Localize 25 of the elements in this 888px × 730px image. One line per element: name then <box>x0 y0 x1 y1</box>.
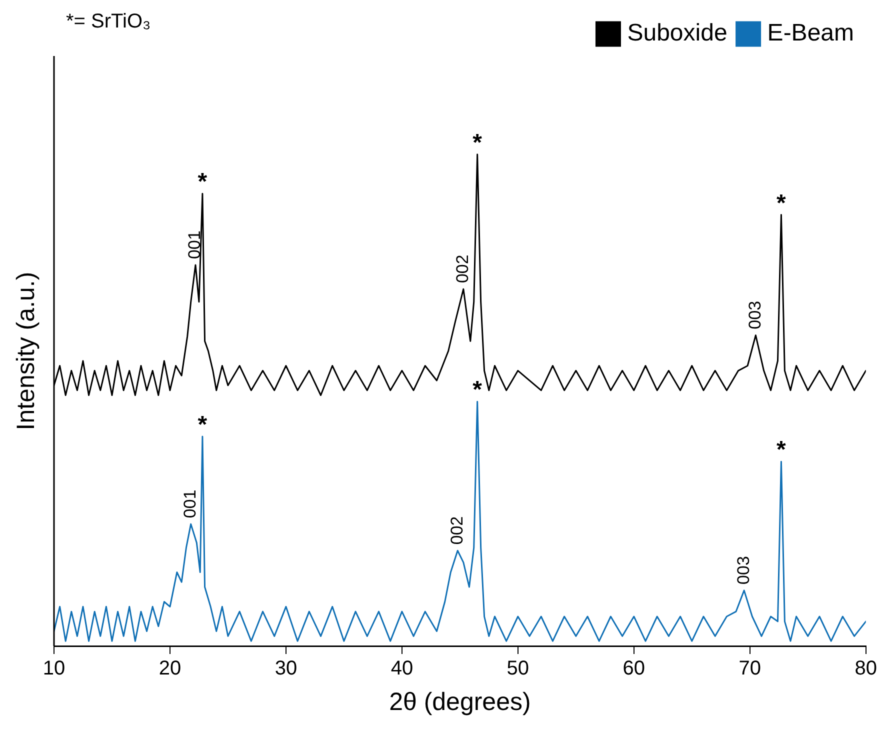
annotation: * <box>776 436 787 464</box>
legend-label: Suboxide <box>627 20 728 47</box>
x-tick-label: 80 <box>854 658 877 680</box>
text: *= SrTiO₃ <box>66 10 151 33</box>
annotation: 002 <box>453 254 472 284</box>
x-tick-label: 60 <box>622 658 646 680</box>
annotation: * <box>472 129 483 156</box>
y-axis-title: Intensity (a.u.) <box>12 272 40 430</box>
annotation: 003 <box>734 556 753 584</box>
x-tick-label: 40 <box>390 658 414 680</box>
annotation: * <box>198 412 208 439</box>
annotation: * <box>776 190 787 217</box>
annotation: 001 <box>180 490 200 518</box>
annotation: 002 <box>447 516 466 545</box>
x-tick-label: 20 <box>158 658 182 680</box>
x-tick-label: 50 <box>506 658 530 680</box>
annotation: 001 <box>185 230 204 259</box>
x-tick-label: 10 <box>42 658 66 680</box>
legend-label: E-Beam <box>767 20 854 47</box>
x-axis-title: 2θ (degrees) <box>389 688 531 716</box>
x-tick-label: 70 <box>738 658 762 680</box>
annotation: * <box>472 376 483 404</box>
annotation: * <box>198 168 208 196</box>
annotation: 003 <box>745 300 764 330</box>
x-tick-label: 30 <box>274 658 298 680</box>
